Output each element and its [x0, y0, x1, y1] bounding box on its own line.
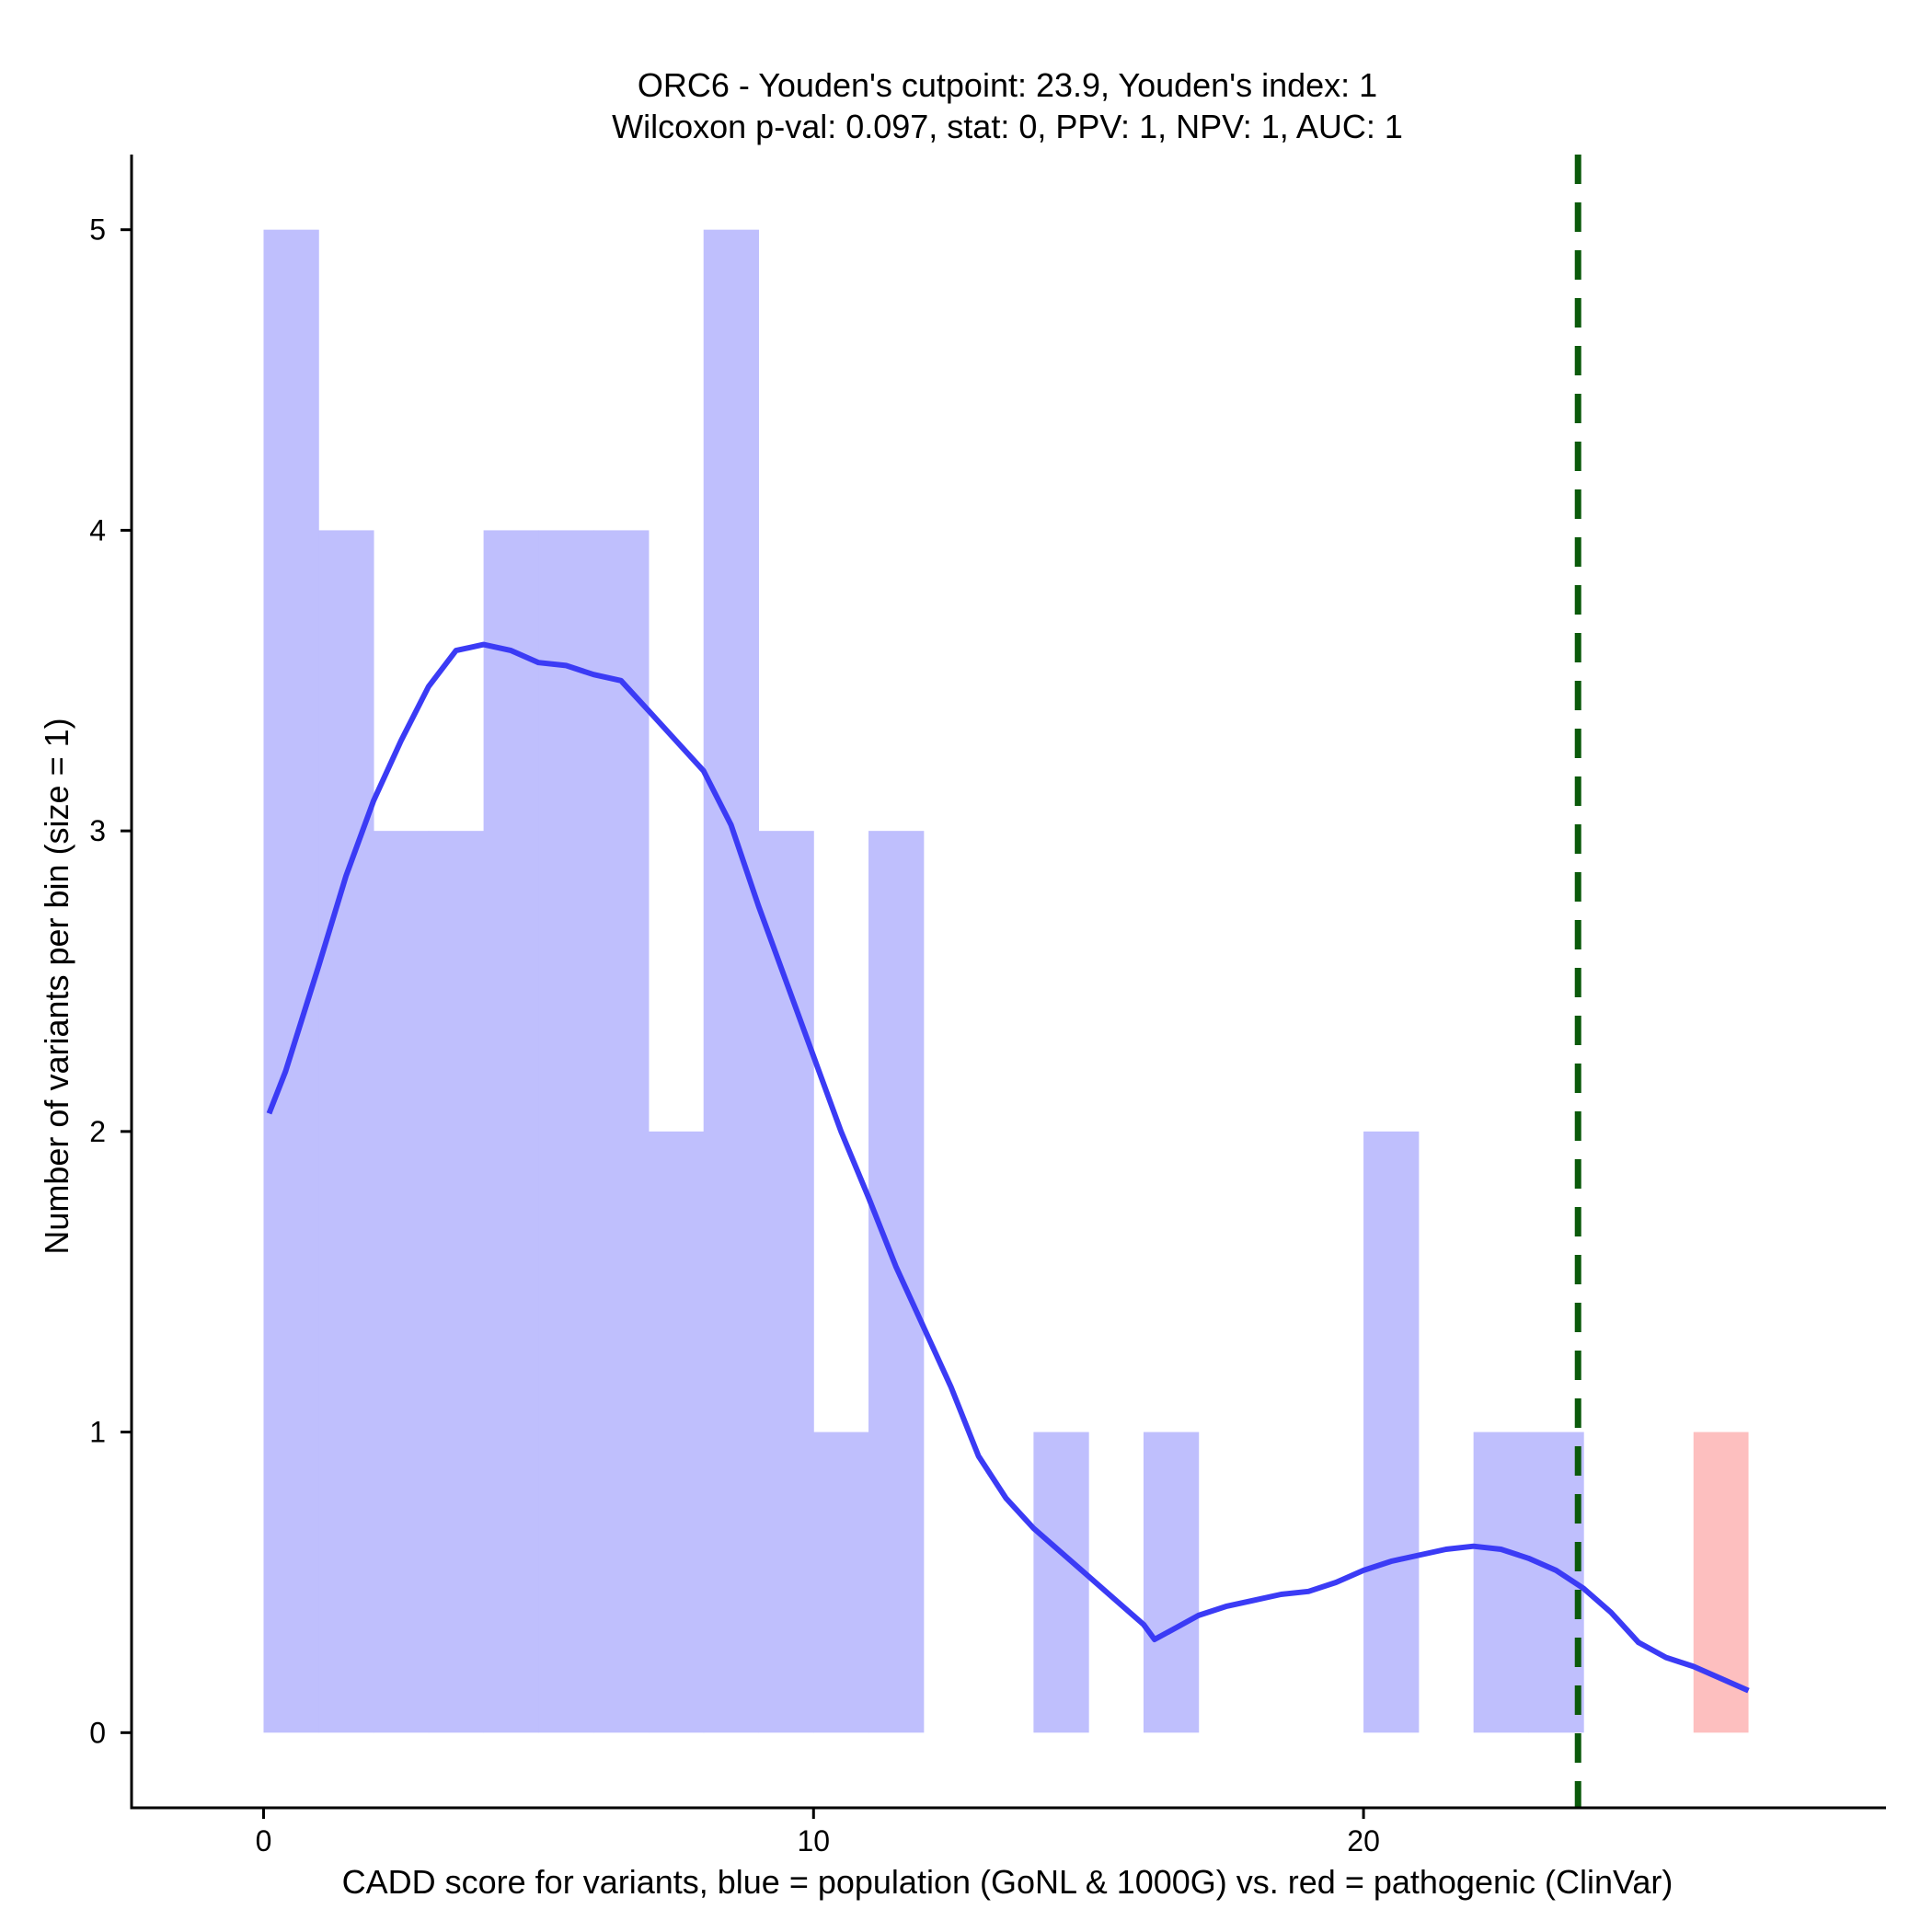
x-axis-label: CADD score for variants, blue = populati…	[342, 1863, 1673, 1901]
population-bar	[703, 229, 759, 1733]
y-tick-label: 0	[89, 1716, 106, 1749]
population-bar	[374, 831, 430, 1733]
y-tick-label: 5	[89, 213, 106, 247]
y-axis-label: Number of variants per bin (size = 1)	[38, 718, 75, 1254]
population-bar	[538, 530, 594, 1733]
population-bar	[318, 530, 374, 1733]
y-tick-label: 2	[89, 1115, 106, 1148]
y-tick-label: 4	[89, 513, 106, 546]
chart-title: ORC6 - Youden's cutpoint: 23.9, Youden's…	[638, 66, 1377, 104]
population-bar	[483, 530, 539, 1733]
population-bars	[263, 229, 1584, 1733]
density-curve	[266, 641, 1750, 1694]
population-bar	[1363, 1131, 1420, 1733]
population-bar	[813, 1432, 869, 1733]
density-curve-group	[266, 641, 1750, 1694]
y-tick-label: 3	[89, 814, 106, 847]
x-tick-label: 10	[797, 1824, 830, 1857]
population-bar	[868, 831, 925, 1733]
population-bar	[1473, 1432, 1529, 1733]
population-bar	[593, 530, 650, 1733]
pathogenic-bar	[1693, 1432, 1749, 1733]
population-bar	[1143, 1432, 1200, 1733]
chart-subtitle: Wilcoxon p-val: 0.097, stat: 0, PPV: 1, …	[612, 108, 1403, 145]
population-bar	[428, 831, 485, 1733]
population-bar	[1033, 1432, 1089, 1733]
x-tick-label: 20	[1347, 1824, 1380, 1857]
axes	[130, 155, 1886, 1810]
y-tick-label: 1	[89, 1416, 106, 1449]
y-ticks: 0 1 2 3 4 5	[89, 213, 132, 1749]
pathogenic-bars	[1693, 1432, 1749, 1733]
population-bar	[648, 1131, 705, 1733]
x-ticks: 0 10 20	[256, 1808, 1380, 1857]
population-bar	[263, 229, 319, 1733]
population-bar	[758, 831, 814, 1733]
x-tick-label: 0	[256, 1824, 272, 1857]
